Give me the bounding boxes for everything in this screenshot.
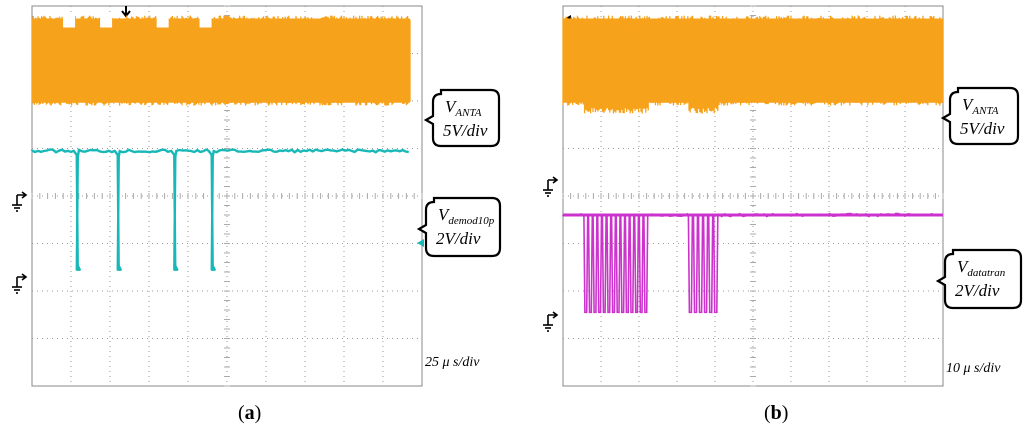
callout-box [423, 88, 501, 148]
timebase-label: 25 μ s/div [425, 355, 480, 370]
callout-box [935, 248, 1023, 310]
panel-label-a: (a) [238, 402, 262, 424]
trigger-arrow-icon [121, 6, 131, 18]
carrier-trace [31, 15, 411, 106]
series-scale-label: 2V/div [436, 229, 481, 248]
series-ANTA [31, 13, 411, 106]
ground-marker-icon [543, 311, 559, 332]
ground-arrow [16, 191, 28, 205]
series-demod10p [30, 148, 409, 271]
series-subscript: datatran [967, 267, 1005, 279]
ground-marker-icon [12, 191, 28, 212]
ground-arrow [547, 176, 559, 190]
ground-marker-icon [12, 273, 28, 294]
series-ANTA [562, 15, 943, 114]
panel-label-b: (b) [764, 402, 789, 424]
ground-arrow [16, 273, 28, 287]
pulse-trace [30, 148, 409, 271]
carrier-trace [562, 15, 943, 114]
ground-marker-icon [543, 176, 559, 197]
series-datatran [562, 212, 943, 314]
carrier-gap [100, 13, 113, 28]
carrier-gap [156, 13, 169, 28]
carrier-gap [63, 13, 76, 28]
callout-box [940, 86, 1020, 146]
series-subscript: demod10p [448, 215, 494, 227]
ground-arrow [547, 311, 559, 325]
series-subscript: ANTA [971, 105, 998, 117]
carrier-gap [199, 13, 212, 28]
callout-box [416, 196, 502, 258]
channel-marker-icon [417, 239, 424, 247]
series-scale-label: 5V/div [443, 121, 488, 140]
timebase-label: 10 μ s/div [946, 361, 1001, 376]
series-scale-label: 5V/div [960, 119, 1005, 138]
series-subscript: ANTA [454, 107, 481, 119]
series-scale-label: 2V/div [955, 281, 1000, 300]
